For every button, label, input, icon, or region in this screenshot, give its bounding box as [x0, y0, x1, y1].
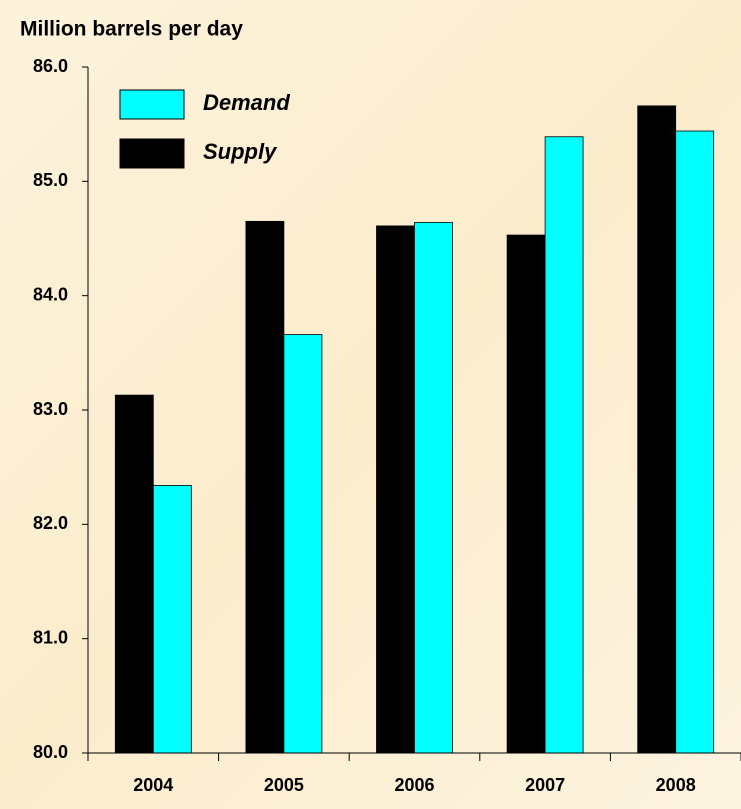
x-tick-label: 2006 — [394, 775, 434, 795]
legend-swatch — [119, 138, 185, 169]
y-tick-label: 81.0 — [33, 627, 68, 647]
bar — [114, 394, 154, 754]
legend-label: Demand — [203, 90, 290, 115]
bar — [637, 105, 677, 754]
x-tick-label: 2007 — [525, 775, 565, 795]
x-tick-label: 2004 — [133, 775, 173, 795]
bar — [544, 136, 584, 754]
x-tick-label: 2005 — [264, 775, 304, 795]
y-tick-label: 84.0 — [33, 284, 68, 304]
x-tick-label: 2008 — [656, 775, 696, 795]
y-tick-label: 83.0 — [33, 399, 68, 419]
bar — [414, 222, 453, 754]
legend-swatch — [119, 89, 185, 120]
bar — [152, 485, 192, 754]
y-tick-label: 80.0 — [33, 742, 68, 762]
bar — [376, 225, 415, 754]
legend-label: Supply — [203, 139, 278, 164]
y-tick-label: 86.0 — [33, 56, 68, 76]
y-axis-label: Million barrels per day — [20, 18, 243, 41]
bar — [675, 130, 715, 754]
y-tick-label: 82.0 — [33, 513, 68, 533]
bar — [283, 334, 323, 754]
y-tick-label: 85.0 — [33, 170, 68, 190]
bar — [506, 234, 546, 754]
bar — [245, 220, 285, 754]
